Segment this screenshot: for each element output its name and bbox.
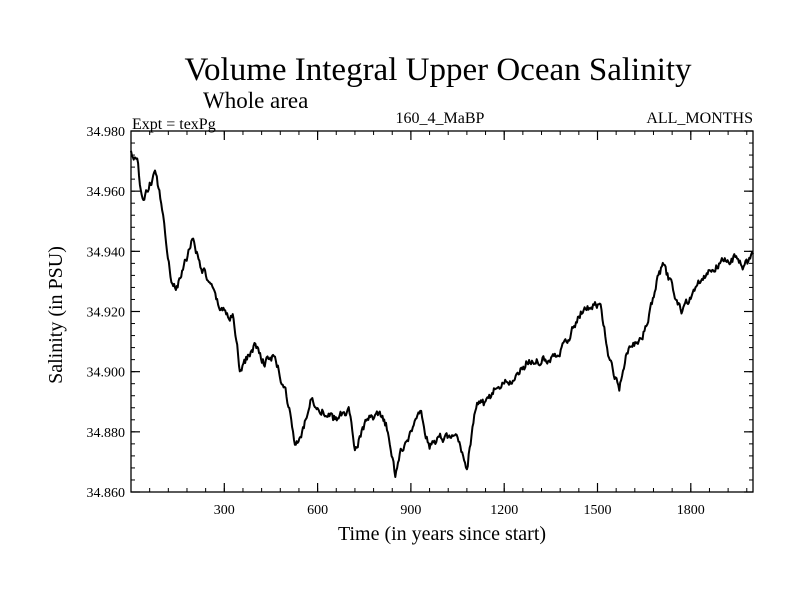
y-tick-label: 34.980: [87, 125, 126, 140]
x-tick-label: 600: [307, 503, 328, 518]
x-axis: 300 600 900 1200 1500 1800: [149, 131, 748, 518]
y-tick-label: 34.880: [87, 426, 126, 441]
y-tick-label: 34.860: [87, 486, 126, 501]
y-tick-label: 34.900: [87, 366, 126, 381]
y-axis-label: Salinity (in PSU): [45, 246, 67, 384]
expt-label: Expt = texPg: [132, 116, 216, 133]
x-tick-label: 1500: [584, 503, 612, 518]
y-tick-label: 34.960: [87, 185, 126, 200]
x-axis-label: Time (in years since start): [338, 523, 546, 545]
chart-title: Volume Integral Upper Ocean Salinity: [184, 52, 692, 88]
plot-area-frame: [130, 130, 754, 493]
run-label: 160_4_MaBP: [396, 110, 485, 127]
salinity-series-line: [130, 150, 754, 478]
months-label: ALL_MONTHS: [646, 110, 753, 127]
y-tick-label: 34.940: [87, 245, 126, 260]
chart-subtitle: Whole area: [203, 88, 308, 113]
x-tick-label: 1800: [677, 503, 705, 518]
y-axis: 34.860 34.880 34.900 34.920 34.940 34.960 34.9…: [87, 125, 753, 501]
x-tick-label: 900: [400, 503, 421, 518]
x-tick-label: 1200: [490, 503, 518, 518]
y-tick-label: 34.920: [87, 306, 126, 321]
x-tick-label: 300: [214, 503, 235, 518]
